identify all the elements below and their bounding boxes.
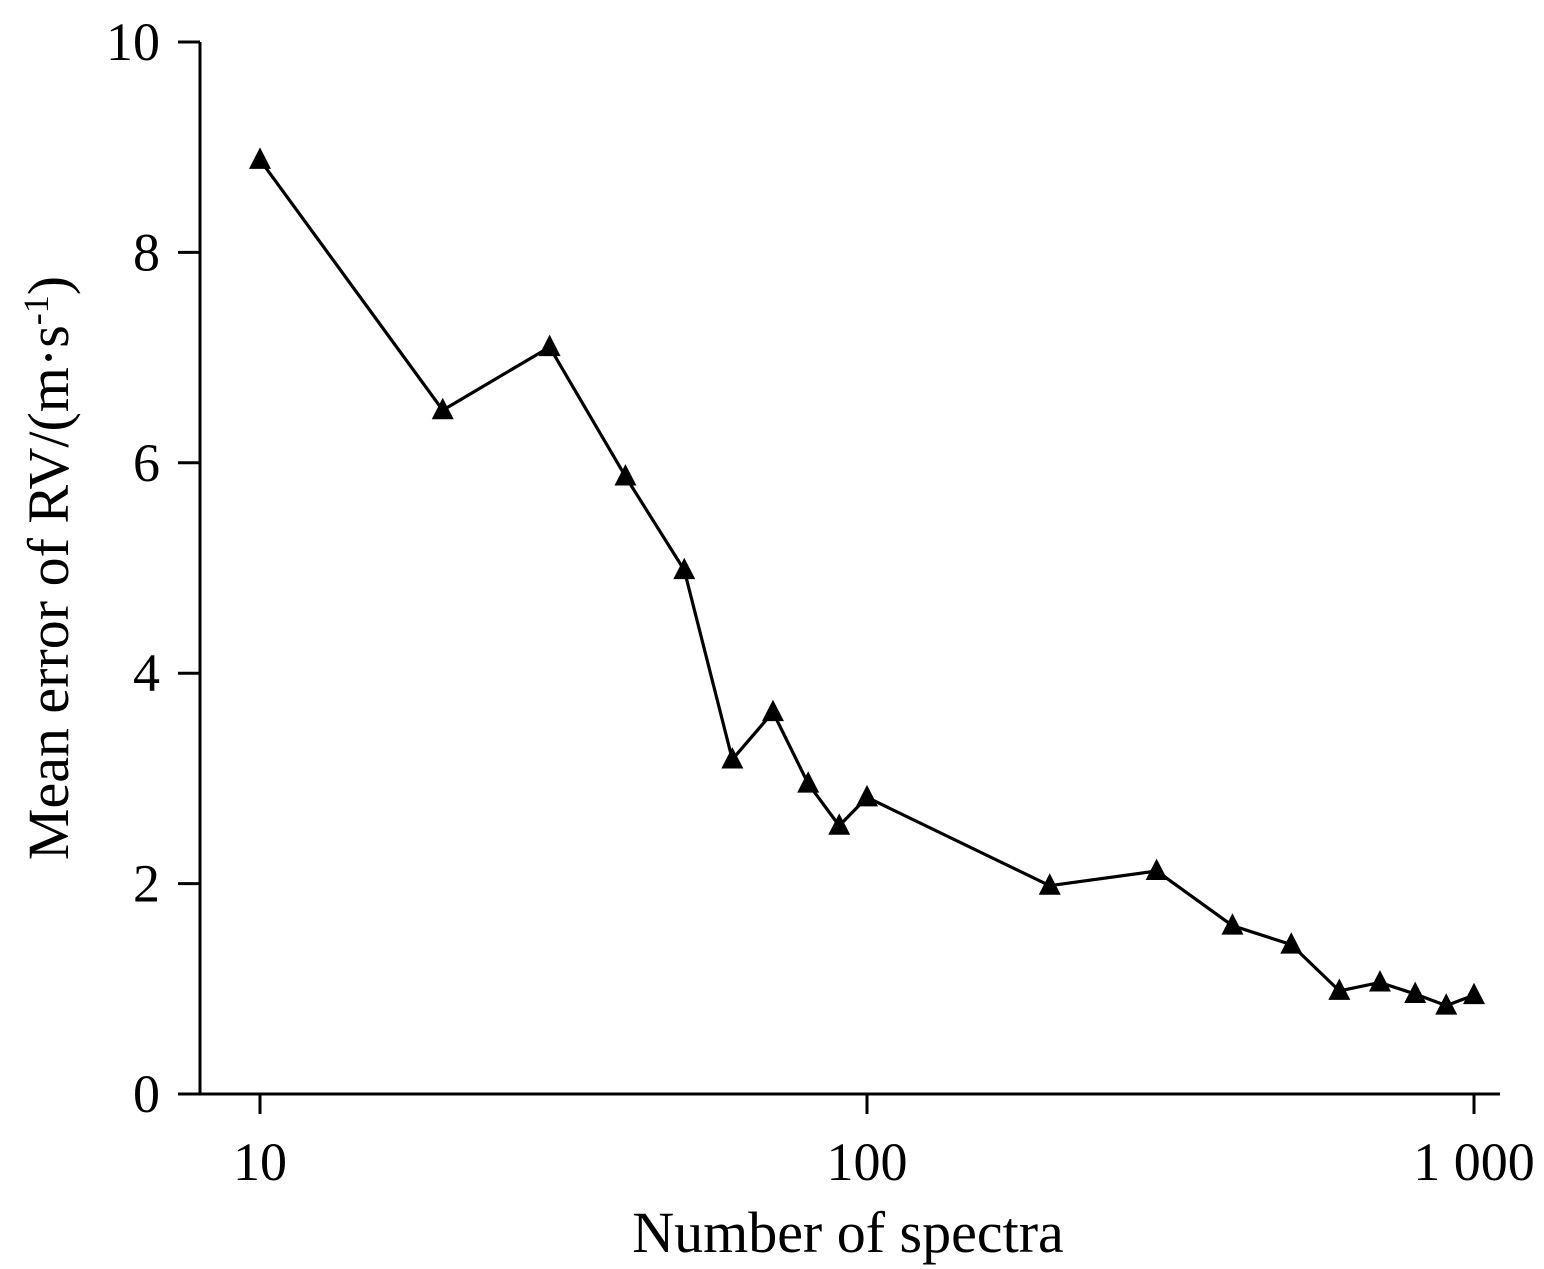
x-tick-label: 100	[827, 1132, 908, 1192]
data-series	[249, 147, 1485, 1015]
series-line	[258, 158, 1475, 1008]
data-point-marker	[1145, 858, 1168, 880]
y-axis-title-main: Mean error of RV/(m·s	[16, 325, 81, 860]
x-tick-label: 10	[233, 1132, 287, 1192]
data-point-marker	[1328, 978, 1351, 1000]
y-tick-label: 2	[133, 854, 160, 914]
data-point-marker	[538, 334, 561, 357]
x-tick-label: 1 000	[1413, 1132, 1535, 1192]
y-ticks: 0 2 4 6 8 10	[106, 12, 200, 1124]
data-point-marker	[1038, 873, 1061, 895]
data-point-marker	[1221, 913, 1244, 935]
y-tick-label: 6	[133, 433, 160, 493]
x-ticks: 10 100 1 000	[233, 1094, 1535, 1192]
x-axis-title: Number of spectra	[632, 1200, 1064, 1265]
data-point-marker	[249, 147, 271, 169]
data-point-marker	[1463, 982, 1485, 1005]
data-point-marker	[721, 747, 744, 769]
data-point-marker	[797, 771, 820, 793]
y-axis-title-superscript: -1	[16, 295, 56, 325]
y-tick-label: 8	[133, 222, 160, 282]
data-point-marker	[1435, 993, 1458, 1015]
data-point-marker	[673, 557, 696, 580]
data-point-marker	[614, 464, 637, 486]
data-point-marker	[828, 813, 851, 835]
data-point-marker	[856, 784, 878, 807]
data-point-marker	[431, 397, 454, 420]
data-point-marker	[761, 699, 784, 722]
data-point-marker	[1280, 932, 1303, 954]
y-tick-label: 10	[106, 12, 160, 72]
data-point-marker	[1404, 981, 1427, 1004]
y-axis-title-close: )	[16, 276, 81, 295]
y-tick-label: 0	[133, 1064, 160, 1124]
y-axis-title: Mean error of RV/(m·s-1)	[16, 276, 81, 860]
data-point-marker	[1368, 970, 1391, 992]
y-tick-label: 4	[133, 643, 160, 703]
